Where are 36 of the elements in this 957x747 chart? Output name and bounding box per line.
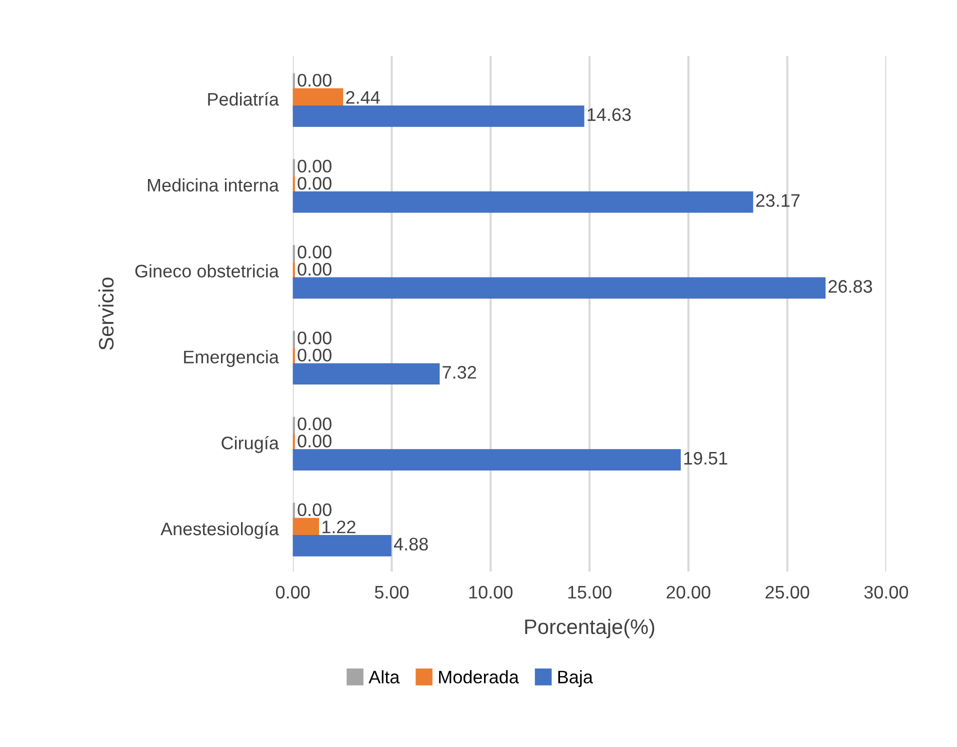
data-label: 0.00 (298, 246, 332, 258)
data-label: 1.22 (322, 520, 356, 534)
data-label: 0.00 (298, 332, 332, 344)
data-label: 0.00 (298, 434, 332, 448)
data-label: 26.83 (828, 280, 872, 293)
data-label: 14.63 (588, 108, 631, 122)
y-tick-label: Cirugía (222, 436, 279, 453)
y-tick-label: Emergencia (184, 350, 279, 367)
data-label: 0.00 (298, 176, 332, 190)
y-tick-label: Gineco obstetricia (135, 264, 279, 278)
data-label: 0.00 (298, 503, 332, 516)
x-tick-label: 5.00 (374, 586, 409, 599)
legend-label: Baja (558, 670, 593, 688)
x-axis-title: Porcentaje(%) (525, 618, 654, 638)
y-tick-label: Pediatría (208, 92, 279, 106)
data-label: 2.44 (346, 91, 380, 104)
legend-label: Alta (368, 670, 400, 684)
x-tick-label: 25.00 (766, 586, 810, 599)
data-label: 0.00 (298, 417, 332, 430)
x-tick-label: 20.00 (666, 586, 710, 599)
x-tick-label: 15.00 (568, 586, 612, 599)
x-tick-label: 0.00 (276, 586, 310, 599)
data-label: 0.00 (298, 74, 332, 87)
x-tick-label: 30.00 (864, 586, 908, 599)
data-label: 7.32 (442, 366, 476, 379)
data-label: 0.00 (298, 160, 332, 173)
data-label: 0.00 (298, 262, 332, 276)
y-tick-label: Anestesiología (160, 522, 279, 539)
data-label: 19.51 (684, 452, 728, 465)
x-tick-label: 10.00 (469, 586, 513, 599)
y-axis-title: Servicio (98, 278, 114, 350)
data-label: 23.17 (756, 194, 800, 207)
y-tick-label: Medicina interna (148, 178, 279, 192)
data-label: 0.00 (298, 348, 332, 362)
data-label: 4.88 (394, 538, 428, 551)
legend-label: Moderada (439, 670, 519, 684)
